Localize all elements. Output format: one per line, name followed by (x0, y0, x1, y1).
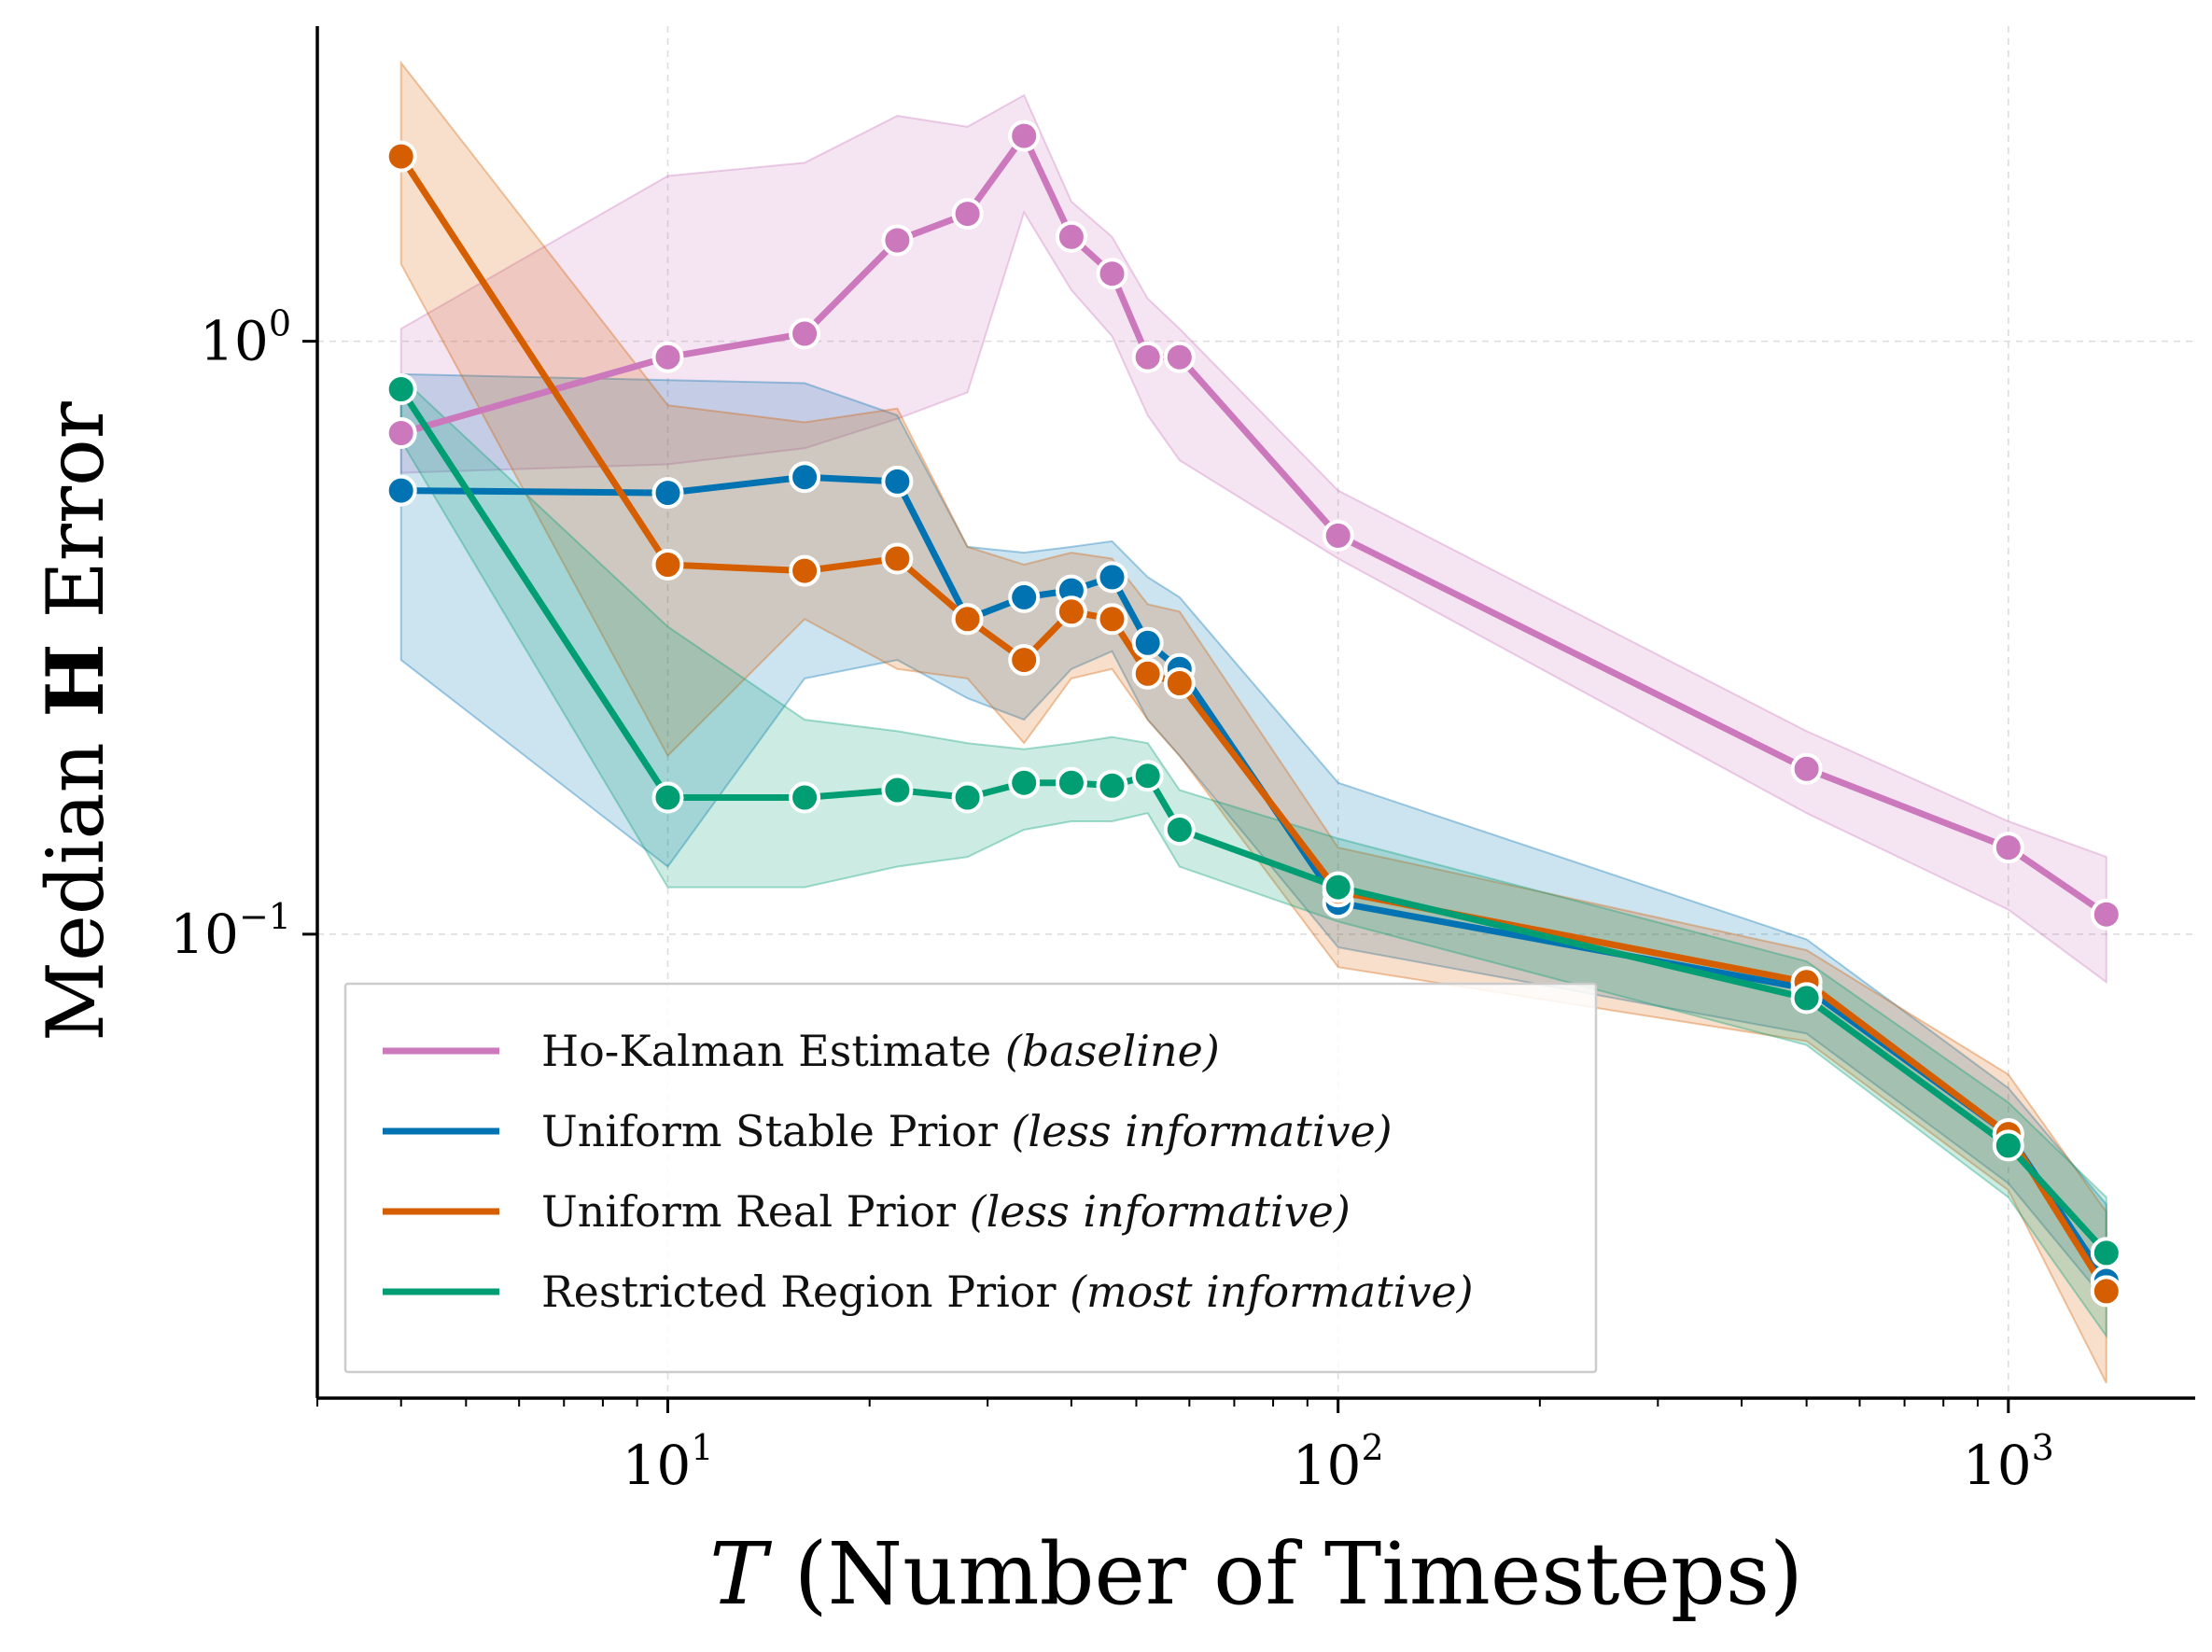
legend-label-1: Uniform Stable Prior (less informative) (541, 1106, 1393, 1156)
legend-note-0: (baseline) (991, 1026, 1220, 1076)
data-point-2-7 (1096, 603, 1128, 636)
data-point-0-10 (1322, 519, 1354, 552)
data-point-2-6 (1055, 595, 1087, 628)
confidence-band-0 (399, 93, 2107, 985)
x-axis-title-text: (Number of Timesteps) (766, 1524, 1802, 1624)
y-axis-title: Median H Error (29, 400, 121, 1042)
data-point-2-5 (1008, 644, 1041, 677)
series-line-0 (398, 133, 2110, 918)
data-point-3-2 (789, 781, 821, 814)
y-axis-title-bold: H (29, 643, 121, 717)
data-point-0-8 (1131, 341, 1164, 373)
data-point-0-3 (881, 224, 914, 257)
legend: Ho-Kalman Estimate (baseline) Uniform Sta… (343, 982, 1598, 1374)
data-point-3-12 (1992, 1129, 2024, 1162)
legend-name-0: Ho-Kalman Estimate (541, 1026, 991, 1076)
y-tick-label-1: 10−1 (170, 896, 291, 966)
x-axis-title-symbol: T (709, 1524, 772, 1624)
legend-note-2: (less informative) (956, 1186, 1351, 1237)
x-tick-label-1: 102 (1293, 1427, 1384, 1497)
x-tick-base-2: 10 (1963, 1434, 2032, 1497)
series-markers (385, 119, 2122, 1308)
y-tick-exp-0: 0 (269, 303, 291, 344)
x-tick-exp-2: 3 (2032, 1427, 2054, 1468)
data-point-0-2 (789, 317, 821, 350)
data-point-2-3 (881, 542, 914, 575)
data-point-2-2 (789, 554, 821, 587)
y-tick-label-0: 100 (200, 303, 291, 373)
legend-name-3: Restricted Region Prior (541, 1267, 1056, 1317)
data-point-0-13 (2090, 898, 2122, 931)
data-point-3-4 (951, 781, 984, 814)
x-tick-exp-1: 2 (1361, 1427, 1383, 1468)
data-point-0-7 (1096, 258, 1128, 290)
data-point-0-0 (385, 417, 417, 449)
x-tick-label-0: 101 (623, 1427, 714, 1497)
x-tick-base-0: 10 (623, 1434, 692, 1497)
data-point-1-2 (789, 461, 821, 494)
data-point-2-8 (1131, 657, 1164, 690)
x-axis-title: T (Number of Timesteps) (709, 1524, 1803, 1624)
axis-titles: T (Number of Timesteps) Median H Error (29, 400, 1803, 1624)
legend-name-1: Uniform Stable Prior (541, 1106, 998, 1156)
data-point-0-12 (1992, 832, 2024, 864)
data-point-1-7 (1096, 561, 1128, 594)
y-axis-title-pre: Median (30, 718, 121, 1042)
data-point-2-4 (951, 603, 984, 636)
data-point-0-5 (1008, 119, 1041, 152)
data-point-1-5 (1008, 581, 1041, 613)
data-point-2-1 (651, 549, 684, 581)
data-point-0-1 (651, 341, 684, 373)
data-point-3-10 (1322, 871, 1354, 903)
data-point-3-3 (881, 774, 914, 806)
data-point-0-6 (1055, 220, 1087, 253)
legend-box (343, 982, 1598, 1374)
legend-note-3: (most informative) (1056, 1267, 1473, 1317)
data-point-2-13 (2090, 1275, 2122, 1308)
x-tick-exp-0: 1 (691, 1427, 713, 1468)
legend-note-1: (less informative) (998, 1106, 1393, 1156)
legend-label-3: Restricted Region Prior (most informativ… (541, 1267, 1474, 1317)
data-point-3-8 (1131, 760, 1164, 792)
data-point-1-1 (651, 477, 684, 510)
data-point-3-0 (385, 373, 417, 405)
confidence-band-2 (399, 60, 2107, 1384)
data-point-1-8 (1131, 626, 1164, 659)
y-tick-base-0: 10 (200, 310, 269, 373)
data-point-0-4 (951, 198, 984, 231)
data-point-3-1 (651, 781, 684, 814)
data-point-3-6 (1055, 766, 1087, 799)
y-tick-base-1: 10 (170, 903, 239, 966)
data-point-3-11 (1790, 982, 1823, 1015)
data-point-3-13 (2090, 1237, 2122, 1269)
legend-label-2: Uniform Real Prior (less informative) (541, 1186, 1351, 1237)
y-axis-title-post: Error (30, 400, 121, 643)
data-point-2-0 (385, 140, 417, 173)
data-point-3-5 (1008, 766, 1041, 799)
legend-name-2: Uniform Real Prior (541, 1186, 956, 1237)
data-point-3-7 (1096, 769, 1128, 802)
data-point-0-9 (1163, 341, 1196, 373)
data-point-1-3 (881, 465, 914, 497)
data-point-2-9 (1163, 667, 1196, 699)
legend-label-0: Ho-Kalman Estimate (baseline) (541, 1026, 1220, 1076)
data-point-3-9 (1163, 814, 1196, 846)
data-point-1-0 (385, 474, 417, 507)
x-tick-label-2: 103 (1963, 1427, 2054, 1497)
x-tick-base-1: 10 (1293, 1434, 1362, 1497)
data-point-0-11 (1790, 752, 1823, 785)
axes (315, 26, 2195, 1400)
y-tick-exp-1: −1 (239, 896, 291, 937)
